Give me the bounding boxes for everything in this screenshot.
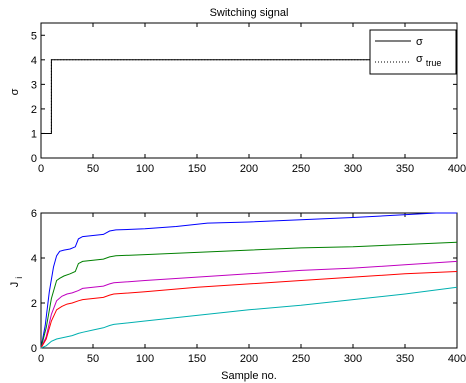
x-tick-label: 400 — [448, 353, 466, 365]
y-tick-label: 4 — [31, 253, 37, 265]
x-tick-label: 0 — [38, 163, 44, 175]
x-tick-label: 350 — [396, 353, 414, 365]
y-tick-label: 3 — [31, 79, 37, 91]
legend-label-sigma-true: σ true — [416, 53, 441, 68]
plot1-series — [41, 59, 457, 134]
plot2-series-line-1 — [40, 241, 458, 349]
y-tick-label: 6 — [31, 208, 37, 220]
x-tick-label: 0 — [38, 353, 44, 365]
x-tick-label: 250 — [292, 353, 310, 365]
plot2-y-axis-label-main: J — [9, 282, 21, 288]
plot2-series-line-0 — [40, 212, 457, 349]
plot2-y-axis-label: J i — [9, 277, 24, 288]
plot2-series-line-2 — [40, 260, 458, 349]
cost-plot: 0 2 4 6 0 50 100 150 200 250 300 350 400 Sample no.… — [9, 208, 466, 382]
y-tick-label: 2 — [31, 104, 37, 116]
y-tick-label: 1 — [31, 128, 37, 140]
x-tick-label: 300 — [344, 163, 362, 175]
plot1-title: Switching signal — [210, 7, 289, 19]
x-tick-label: 400 — [448, 163, 466, 175]
legend-box — [369, 29, 457, 75]
x-tick-label: 100 — [136, 353, 154, 365]
x-tick-label: 50 — [87, 163, 99, 175]
x-tick-label: 250 — [292, 163, 310, 175]
y-tick-label: 2 — [31, 298, 37, 310]
plot2-x-axis-label: Sample no. — [221, 370, 277, 382]
plot2-y-axis-label-sub: i — [14, 277, 24, 279]
legend-label-sigma-true-sub: true — [426, 58, 442, 68]
x-tick-label: 50 — [87, 353, 99, 365]
y-tick-label: 0 — [31, 343, 37, 355]
plot1-y-ticks: 0 1 2 3 4 5 — [31, 30, 457, 165]
y-tick-label: 0 — [31, 153, 37, 165]
plot2-series-line-3 — [40, 271, 458, 349]
plot2-y-ticks: 0 2 4 6 — [31, 208, 457, 355]
x-tick-label: 200 — [240, 353, 258, 365]
plot1-series-line-0 — [41, 59, 457, 134]
plot2-series — [40, 212, 458, 349]
x-tick-label: 200 — [240, 163, 258, 175]
x-tick-label: 150 — [188, 163, 206, 175]
plot2-series-line-4 — [40, 286, 458, 349]
y-tick-label: 5 — [31, 30, 37, 42]
plot2-x-ticks: 0 50 100 150 200 250 300 350 400 — [38, 213, 466, 365]
x-tick-label: 300 — [344, 353, 362, 365]
legend-label-sigma-true-main: σ — [416, 53, 423, 65]
plot1-legend: σ σ true — [369, 29, 457, 75]
plot1-y-axis-label: σ — [9, 88, 21, 95]
x-tick-label: 100 — [136, 163, 154, 175]
legend-label-sigma: σ — [416, 36, 423, 48]
y-tick-label: 4 — [31, 55, 37, 67]
switching-signal-plot: Switching signal 0 1 2 3 4 5 0 50 100 150 200 250 3… — [9, 7, 466, 175]
x-tick-label: 350 — [396, 163, 414, 175]
plot1-x-ticks: 0 50 100 150 200 250 300 350 400 — [38, 23, 466, 175]
x-tick-label: 150 — [188, 353, 206, 365]
